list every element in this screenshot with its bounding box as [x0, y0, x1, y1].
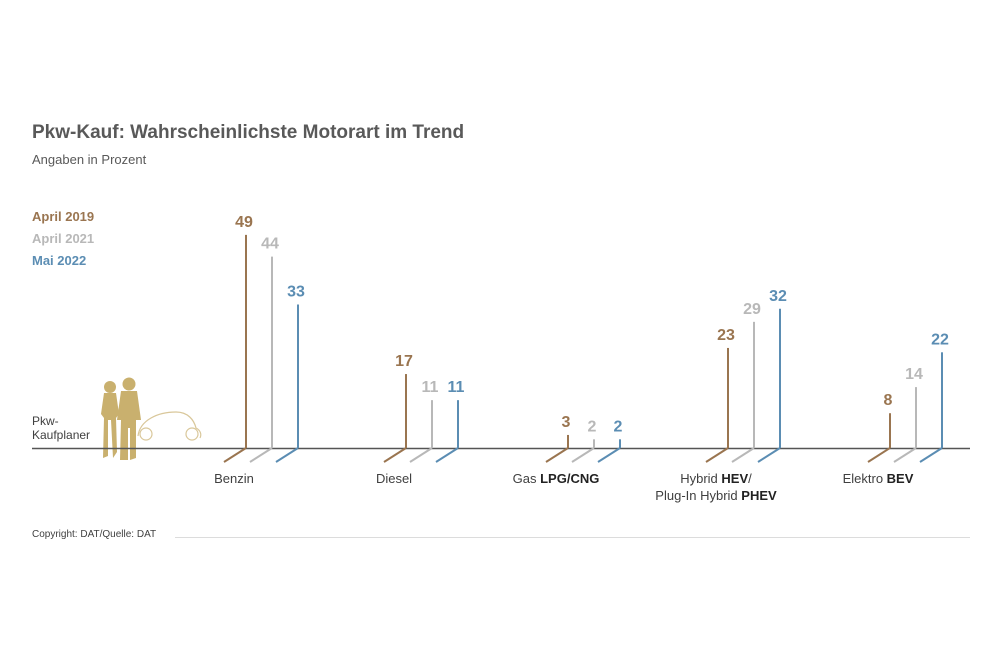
bar-foot [571, 447, 595, 463]
data-label: 22 [931, 331, 949, 348]
bar-foot [435, 447, 459, 463]
legend-item-mai-2022: Mai 2022 [32, 253, 87, 268]
bar-foot [919, 447, 943, 463]
data-label: 33 [287, 283, 305, 300]
data-label: 29 [743, 301, 761, 318]
category-label: Benzin [214, 471, 254, 486]
chart-title: Pkw-Kauf: Wahrscheinlichste Motorart im … [32, 122, 465, 143]
bar-foot [545, 447, 569, 463]
chart-subtitle: Angaben in Prozent [32, 152, 147, 167]
category-label: Hybrid HEV/ [680, 471, 752, 486]
category-label-line2: Plug-In Hybrid PHEV [655, 488, 777, 503]
legend-item-april-2021: April 2021 [32, 231, 95, 246]
data-label: 2 [614, 418, 623, 435]
bar-foot [223, 447, 247, 463]
bar-foot [275, 447, 299, 463]
bar-foot [249, 447, 273, 463]
bar-foot [597, 447, 621, 463]
copyright: Copyright: DAT/Quelle: DAT [32, 529, 157, 540]
bar-foot [383, 447, 407, 463]
bar-foot [757, 447, 781, 463]
data-label: 49 [235, 214, 253, 231]
data-label: 8 [884, 392, 893, 409]
data-label: 23 [717, 327, 735, 344]
data-label: 11 [422, 379, 439, 396]
legend-item-april-2019: April 2019 [32, 209, 95, 224]
legend: April 2019 April 2021 Mai 2022 [32, 206, 94, 272]
data-label: 2 [588, 418, 597, 435]
category-label: Elektro BEV [843, 471, 914, 486]
data-label: 44 [261, 236, 279, 253]
category-label: Gas LPG/CNG [513, 471, 600, 486]
bar-foot [705, 447, 729, 463]
data-label: 14 [905, 366, 923, 383]
data-label: 32 [769, 288, 787, 305]
bar-foot [731, 447, 755, 463]
couple-with-car-icon [101, 377, 202, 460]
data-label: 3 [562, 414, 571, 431]
bar-foot [867, 447, 891, 463]
bar-foot [893, 447, 917, 463]
bar-foot [409, 447, 433, 463]
footer-divider [175, 537, 970, 538]
data-label: 11 [448, 379, 465, 396]
axis-label: Pkw-Kaufplaner [32, 414, 91, 442]
data-label: 17 [395, 353, 413, 370]
category-label: Diesel [376, 471, 412, 486]
